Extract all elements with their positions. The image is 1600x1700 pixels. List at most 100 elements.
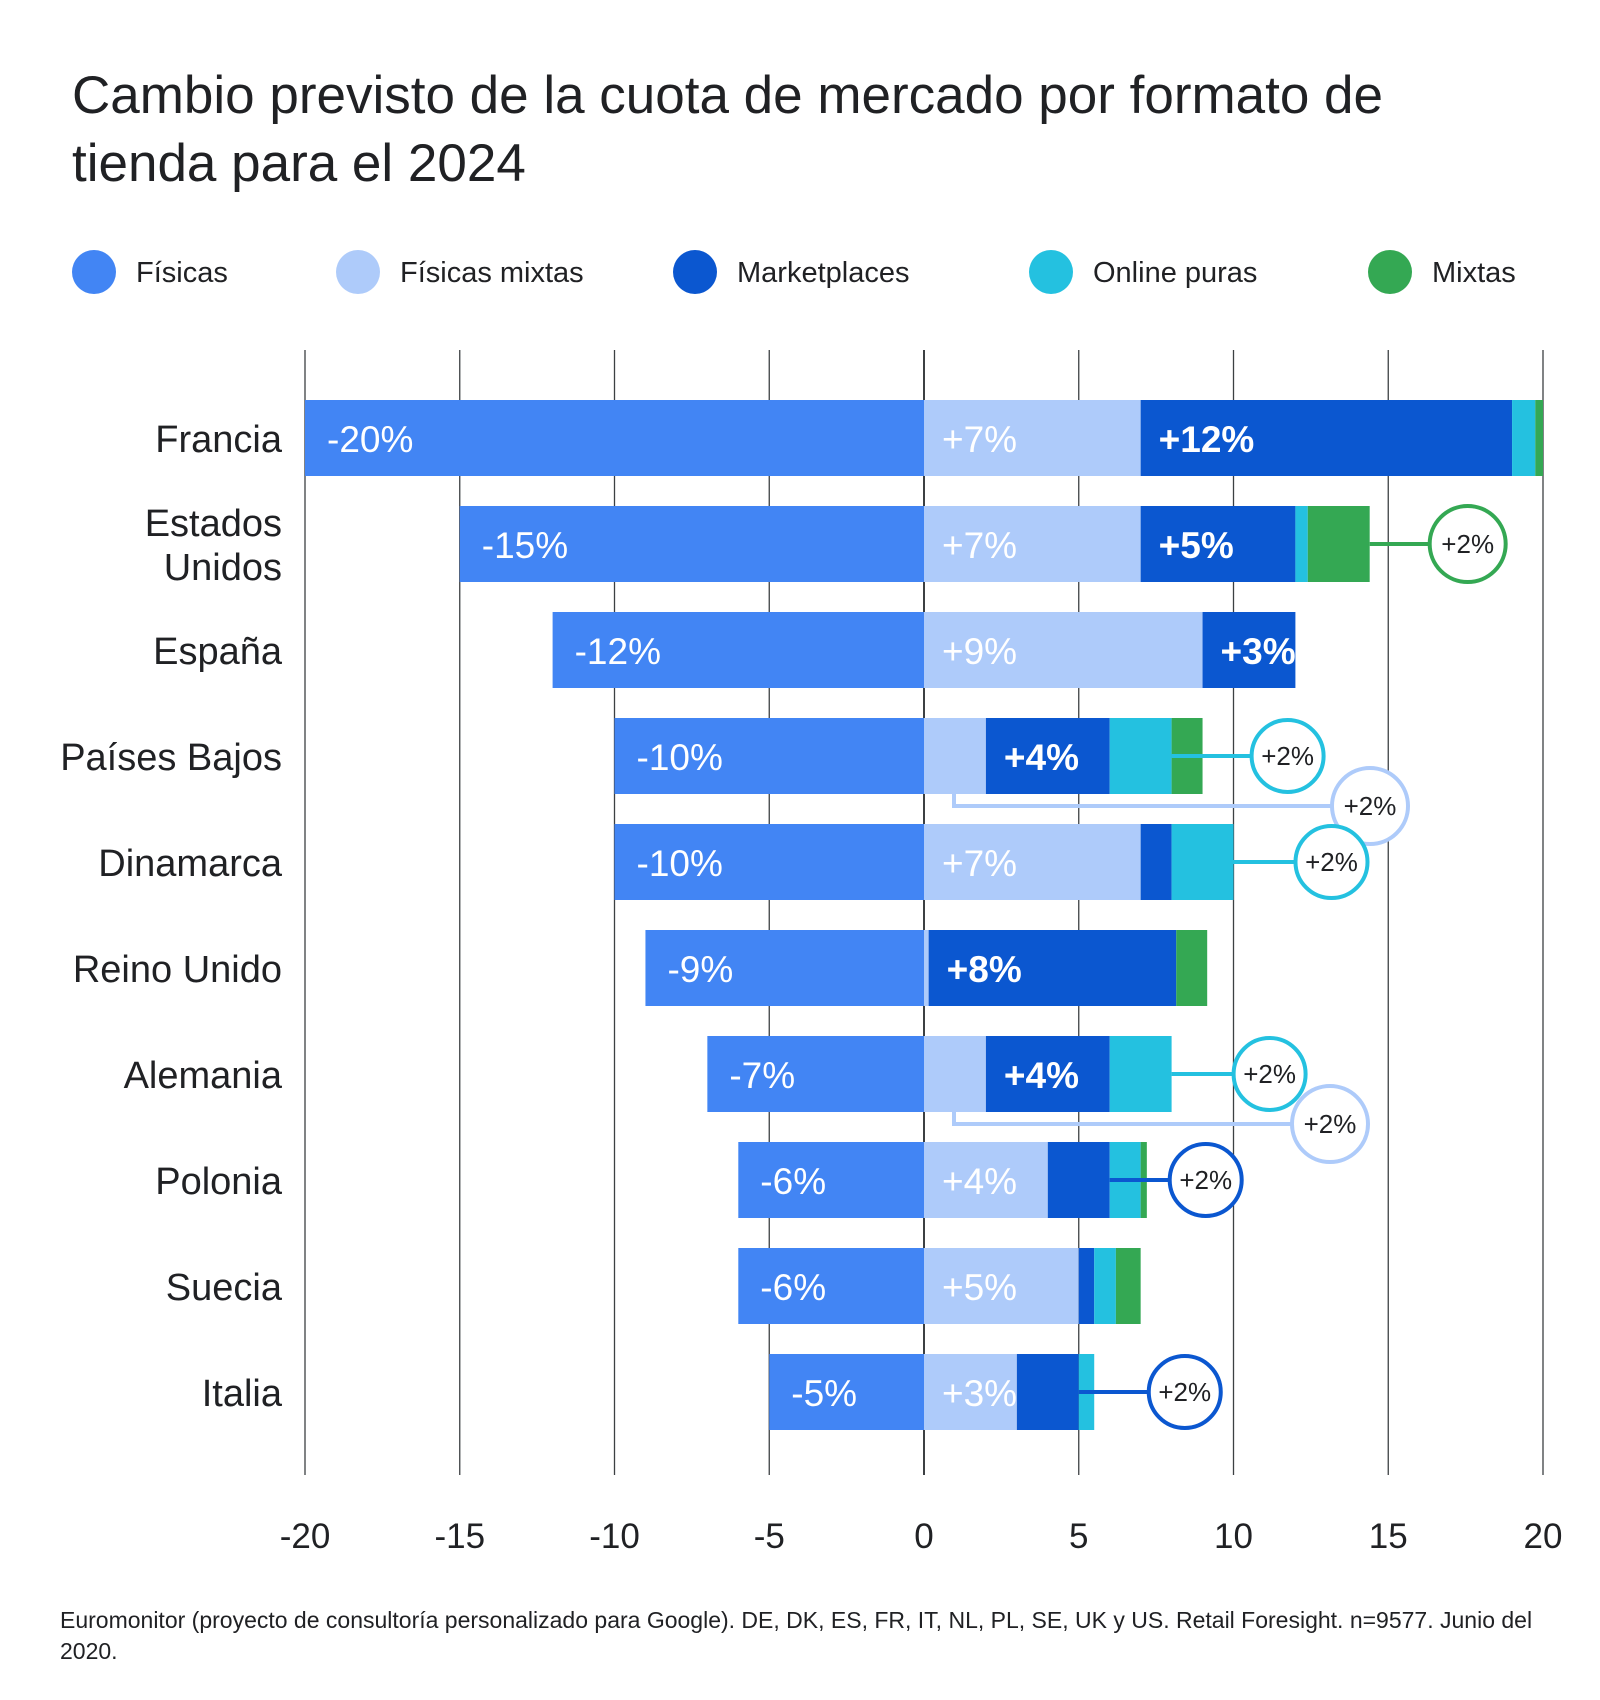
data-label-fisicas_mixtas-2: +9% [942,631,1017,672]
callout-leader-5 [952,1096,1292,1126]
callout-label-7: +2% [1158,1377,1211,1407]
category-label-1-1: Unidos [164,547,282,589]
data-label-fisicas-2: -12% [575,631,661,672]
bar-marketplaces-4 [1140,824,1172,900]
data-label-fisicas_mixtas-1: +7% [942,525,1017,566]
data-label-fisicas-0: -20% [327,419,413,460]
data-label-fisicas-7: -6% [760,1161,826,1202]
bar-fisicas_mixtas-1 [924,506,1141,582]
bar-marketplaces-7 [1047,1142,1110,1218]
chart: Físicas Físicas mixtas Marketplaces Online … [60,250,1563,1556]
callout-bubble-4 [1231,1036,1308,1112]
source-note: Euromonitor (proyecto de consultoría per… [60,1607,1533,1664]
legend-swatch-fisicas_mixtas [336,250,380,294]
category-label-7: Polonia [155,1161,283,1203]
bar-marketplaces-6 [985,1036,1110,1112]
bar-fisicas_mixtas-0 [924,400,1141,476]
chart-title: Cambio previsto de la cuota de mercado p… [72,66,1383,193]
data-label-fisicas-4: -10% [637,843,723,884]
bar-online_puras-8 [1094,1248,1116,1324]
category-label-1-0: Estados [145,503,282,545]
bar-fisicas_mixtas-9 [924,1354,1017,1430]
data-label-marketplaces-2: +3% [1221,631,1296,672]
callout-bubble-2 [1330,766,1410,846]
data-label-fisicas-3: -10% [637,737,723,778]
bar-fisicas_mixtas-4 [924,824,1141,900]
x-axis: -20 -15 -10 -5 0 5 10 15 20 [280,1517,1563,1556]
callout-label-5: +2% [1304,1109,1357,1139]
category-label-5: Reino Unido [73,949,282,991]
data-label-marketplaces-3: +4% [1004,737,1079,778]
x-tick-label-5: 5 [1069,1517,1088,1556]
data-label-fisicas_mixtas-9: +3% [942,1373,1017,1414]
callout-bubble-6 [1167,1142,1244,1218]
data-label-fisicas-9: -5% [791,1373,857,1414]
category-labels: -20% +7% +12% Francia -15% +7% +5% EstadosUnido… [60,419,1295,1415]
category-label-6: Alemania [124,1055,283,1097]
bar-marketplaces-3 [985,718,1110,794]
bar-fisicas-4 [614,824,924,900]
legend-swatch-mixtas [1368,250,1412,294]
bar-mixtas-8 [1115,1248,1141,1324]
bar-fisicas_mixtas-5 [924,930,929,1006]
x-tick-label-6: 10 [1214,1517,1253,1556]
bar-fisicas_mixtas-8 [924,1248,1079,1324]
bar-mixtas-5 [1176,930,1208,1006]
data-label-fisicas_mixtas-4: +7% [942,843,1017,884]
callout-bubble-7 [1146,1354,1223,1430]
callout-label-2: +2% [1344,791,1397,821]
legend-label-fisicas_mixtas: Físicas mixtas [400,257,584,289]
data-label-fisicas-5: -9% [667,949,733,990]
bar-fisicas-3 [614,718,924,794]
x-tick-label-0: -20 [280,1517,331,1556]
bar-marketplaces-5 [928,930,1177,1006]
category-label-9: Italia [202,1373,283,1415]
x-tick-label-7: 15 [1369,1517,1408,1556]
bar-fisicas-0 [305,400,924,476]
category-label-2: España [153,631,283,673]
bar-marketplaces-0 [1140,400,1513,476]
callout-label-0: +2% [1441,529,1494,559]
data-label-marketplaces-6: +4% [1004,1055,1079,1096]
category-label-8: Suecia [166,1267,283,1309]
bar-fisicas-5 [645,930,924,1006]
category-label-0: Francia [155,419,283,461]
callouts: +2% +2% +2% +2% +2% +2% +2% +2% [952,504,1508,1430]
x-tick-label-1: -15 [434,1517,485,1556]
bar-online_puras-3 [1109,718,1172,794]
bar-fisicas_mixtas-7 [924,1142,1048,1218]
bar-online_puras-0 [1512,400,1536,476]
bar-fisicas-8 [738,1248,924,1324]
bar-mixtas-1 [1307,506,1370,582]
legend-label-fisicas: Físicas [136,257,228,289]
data-label-marketplaces-0: +12% [1159,419,1255,460]
callout-bubble-3 [1293,824,1370,900]
callout-label-1: +2% [1261,741,1314,771]
callout-label-3: +2% [1305,847,1358,877]
data-label-fisicas-8: -6% [760,1267,826,1308]
x-tick-label-2: -10 [589,1517,640,1556]
legend-swatch-fisicas [72,250,116,294]
data-label-marketplaces-5: +8% [947,949,1022,990]
data-label-fisicas_mixtas-0: +7% [942,419,1017,460]
legend-label-mixtas: Mixtas [1432,257,1516,289]
data-label-fisicas_mixtas-7: +4% [942,1161,1017,1202]
legend-label-online_puras: Online puras [1093,257,1257,289]
legend-swatch-marketplaces [673,250,717,294]
bar-online_puras-1 [1295,506,1308,582]
legend-label-marketplaces: Marketplaces [737,257,909,289]
callout-label-6: +2% [1179,1165,1232,1195]
bar-marketplaces-8 [1078,1248,1095,1324]
callout-bubble-0 [1427,504,1508,584]
data-label-fisicas-1: -15% [482,525,568,566]
x-tick-label-4: 0 [914,1517,933,1556]
bar-fisicas-7 [738,1142,924,1218]
bars [305,400,1543,1430]
bar-fisicas-1 [459,506,924,582]
x-tick-label-8: 20 [1524,1517,1563,1556]
bar-mixtas-0 [1535,400,1543,476]
callout-bubble-1 [1249,718,1326,794]
callout-label-4: +2% [1243,1059,1296,1089]
data-label-fisicas_mixtas-8: +5% [942,1267,1017,1308]
bar-online_puras-4 [1171,824,1234,900]
